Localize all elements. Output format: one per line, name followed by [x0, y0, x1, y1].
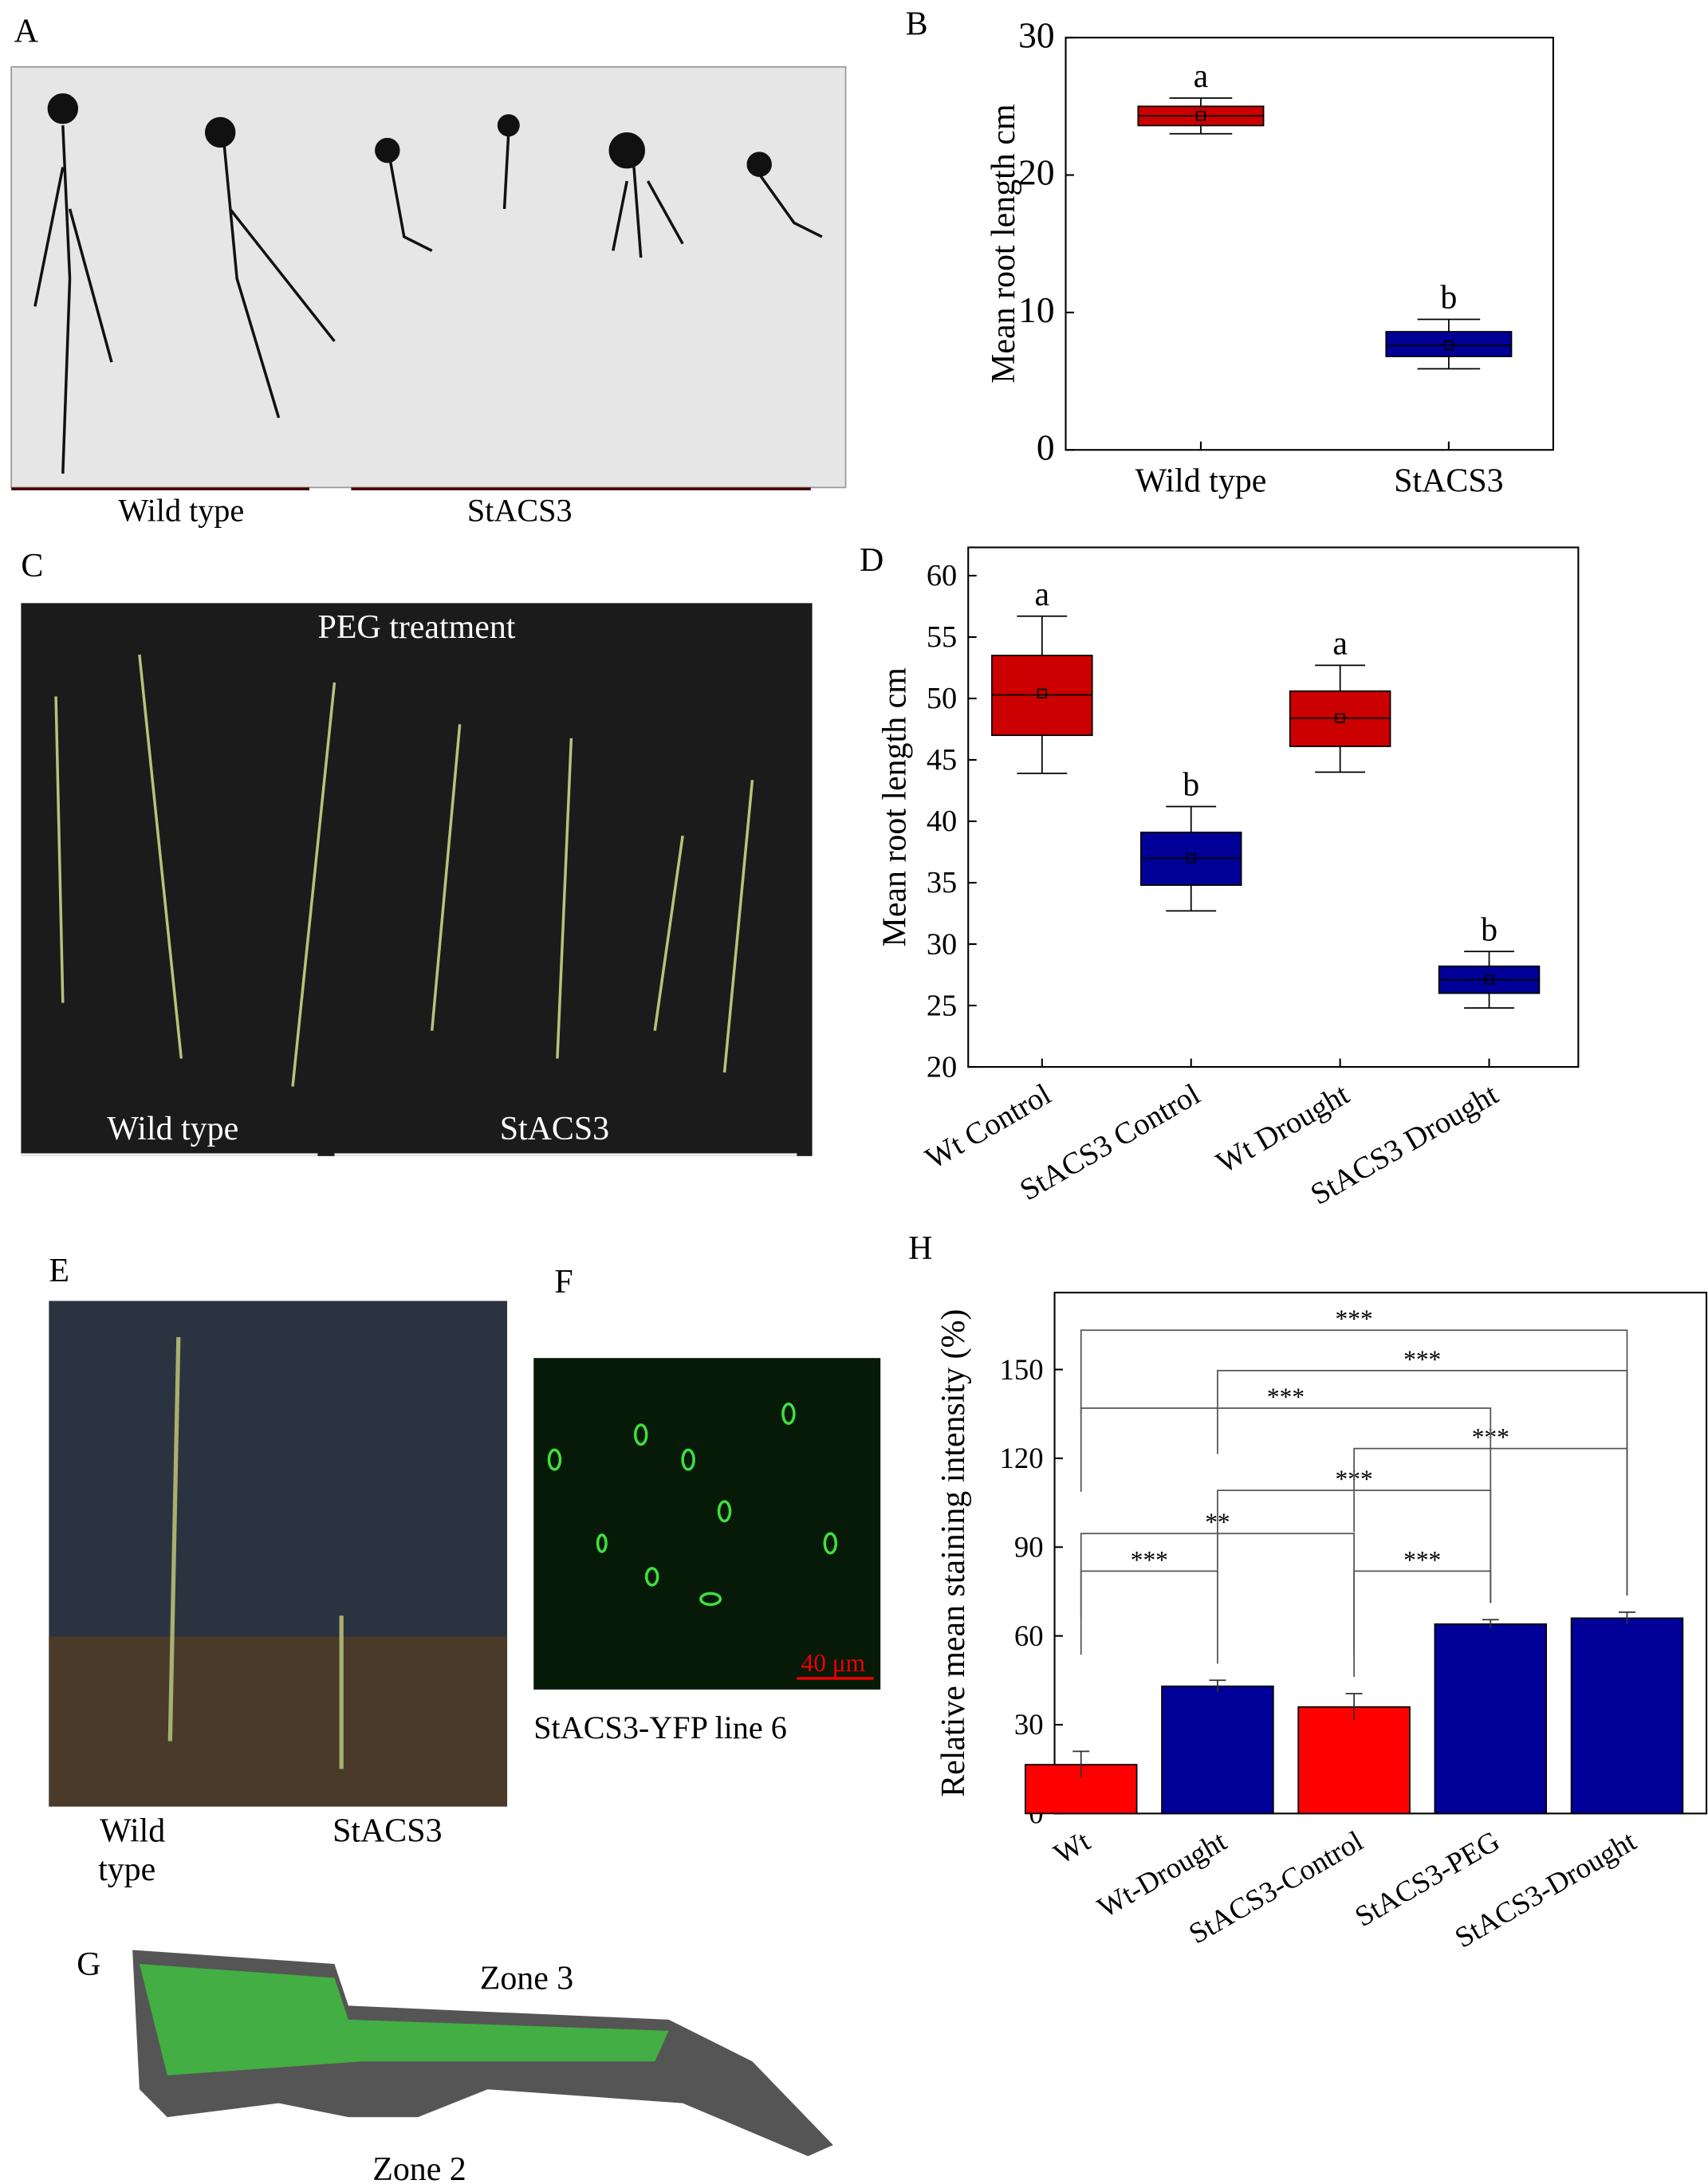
y-tick-label: 35: [927, 866, 957, 899]
photo: [21, 603, 813, 1156]
caption: StACS3-YFP line 6: [533, 1710, 787, 1745]
group-label: Wild type: [118, 492, 244, 528]
photo: [533, 1358, 881, 1690]
y-tick-label: 120: [1000, 1442, 1044, 1474]
group-label: Wild: [100, 1812, 165, 1849]
significance-letter: a: [1194, 58, 1209, 95]
panel-letter: B: [906, 6, 928, 43]
y-tick-label: 25: [927, 989, 957, 1022]
panel-letter: C: [21, 548, 43, 584]
x-tick-label: Wild type: [1135, 463, 1267, 500]
significance-letter: b: [1183, 767, 1199, 804]
plot-frame: [967, 546, 1580, 1068]
significance-letter: b: [1440, 280, 1457, 317]
y-tick-label: 30: [1014, 1708, 1044, 1741]
y-tick-label: 55: [927, 620, 957, 654]
x-tick-label: Wt: [1048, 1824, 1095, 1871]
y-tick-label: 20: [1018, 153, 1054, 193]
seedlings: [33, 93, 823, 474]
bar: [1297, 1706, 1411, 1815]
y-tick-label: 150: [1000, 1353, 1044, 1386]
zone-label: Zone 2: [372, 2151, 466, 2184]
group-label: StACS3: [500, 1111, 609, 1147]
y-tick-label: 30: [1018, 15, 1054, 55]
y-tick-label: 90: [1014, 1530, 1044, 1563]
box: [1385, 331, 1513, 357]
significance-label: ***: [1267, 1383, 1305, 1411]
bar: [1570, 1617, 1684, 1815]
significance-label: ***: [1131, 1546, 1168, 1574]
x-tick-label: Wt Drought: [1210, 1077, 1355, 1180]
y-tick-label: 60: [927, 559, 957, 592]
mean: [1195, 111, 1206, 121]
significance-letter: a: [1035, 576, 1050, 613]
y-tick-label: 50: [927, 682, 957, 715]
plants: [54, 654, 754, 1087]
panel-letter: H: [908, 1230, 932, 1267]
group-label: Wild type: [107, 1111, 238, 1147]
significance-bracket: [1080, 1570, 1218, 1664]
panel-letter: E: [49, 1253, 69, 1289]
mean: [1186, 853, 1196, 864]
panel-letter: A: [14, 13, 38, 49]
significance-label: ***: [1336, 1305, 1373, 1333]
y-tick-label: 10: [1018, 290, 1054, 330]
x-tick-label: Wt Control: [920, 1077, 1057, 1175]
soil: [49, 1636, 508, 1807]
group-label: StACS3: [333, 1812, 442, 1849]
significance-bracket: [1080, 1329, 1628, 1596]
panel-letter: G: [77, 1946, 100, 1983]
group-label: type: [98, 1851, 155, 1888]
plant: [167, 1336, 344, 1769]
mean: [1484, 974, 1494, 985]
scale-label: 40 μm: [801, 1649, 865, 1677]
mean: [1037, 688, 1047, 698]
y-tick-label: 40: [927, 805, 957, 838]
plot-frame: [1065, 37, 1554, 451]
bar: [1434, 1623, 1548, 1815]
significance-letter: a: [1332, 625, 1348, 662]
y-tick-label: 0: [1037, 427, 1055, 467]
panel-letter: D: [860, 542, 884, 579]
photo-title: PEG treatment: [318, 609, 516, 646]
significance-bracket: [1080, 1407, 1492, 1604]
y-axis-title: Mean root length cm: [877, 667, 914, 946]
mean: [1443, 340, 1454, 351]
group-label: StACS3: [467, 492, 573, 528]
bar: [1161, 1685, 1274, 1815]
fluorescence: [139, 1964, 669, 2076]
y-axis-title: Mean root length cm: [986, 104, 1022, 384]
significance-label: ***: [1403, 1546, 1441, 1574]
photo: [10, 65, 847, 489]
x-tick-label: StACS3: [1394, 463, 1503, 500]
stomata: [547, 1403, 838, 1607]
y-axis-title: Relative mean staining intensity (%): [935, 1309, 972, 1797]
y-tick-label: 30: [927, 927, 957, 961]
y-tick-label: 45: [927, 743, 957, 777]
panel-letter: F: [554, 1264, 573, 1301]
zone-label: Zone 3: [480, 1960, 574, 1997]
significance-label: ***: [1403, 1345, 1441, 1373]
mean: [1335, 713, 1345, 723]
significance-letter: b: [1481, 911, 1497, 948]
y-tick-label: 20: [927, 1050, 957, 1084]
y-tick-label: 60: [1014, 1619, 1044, 1652]
